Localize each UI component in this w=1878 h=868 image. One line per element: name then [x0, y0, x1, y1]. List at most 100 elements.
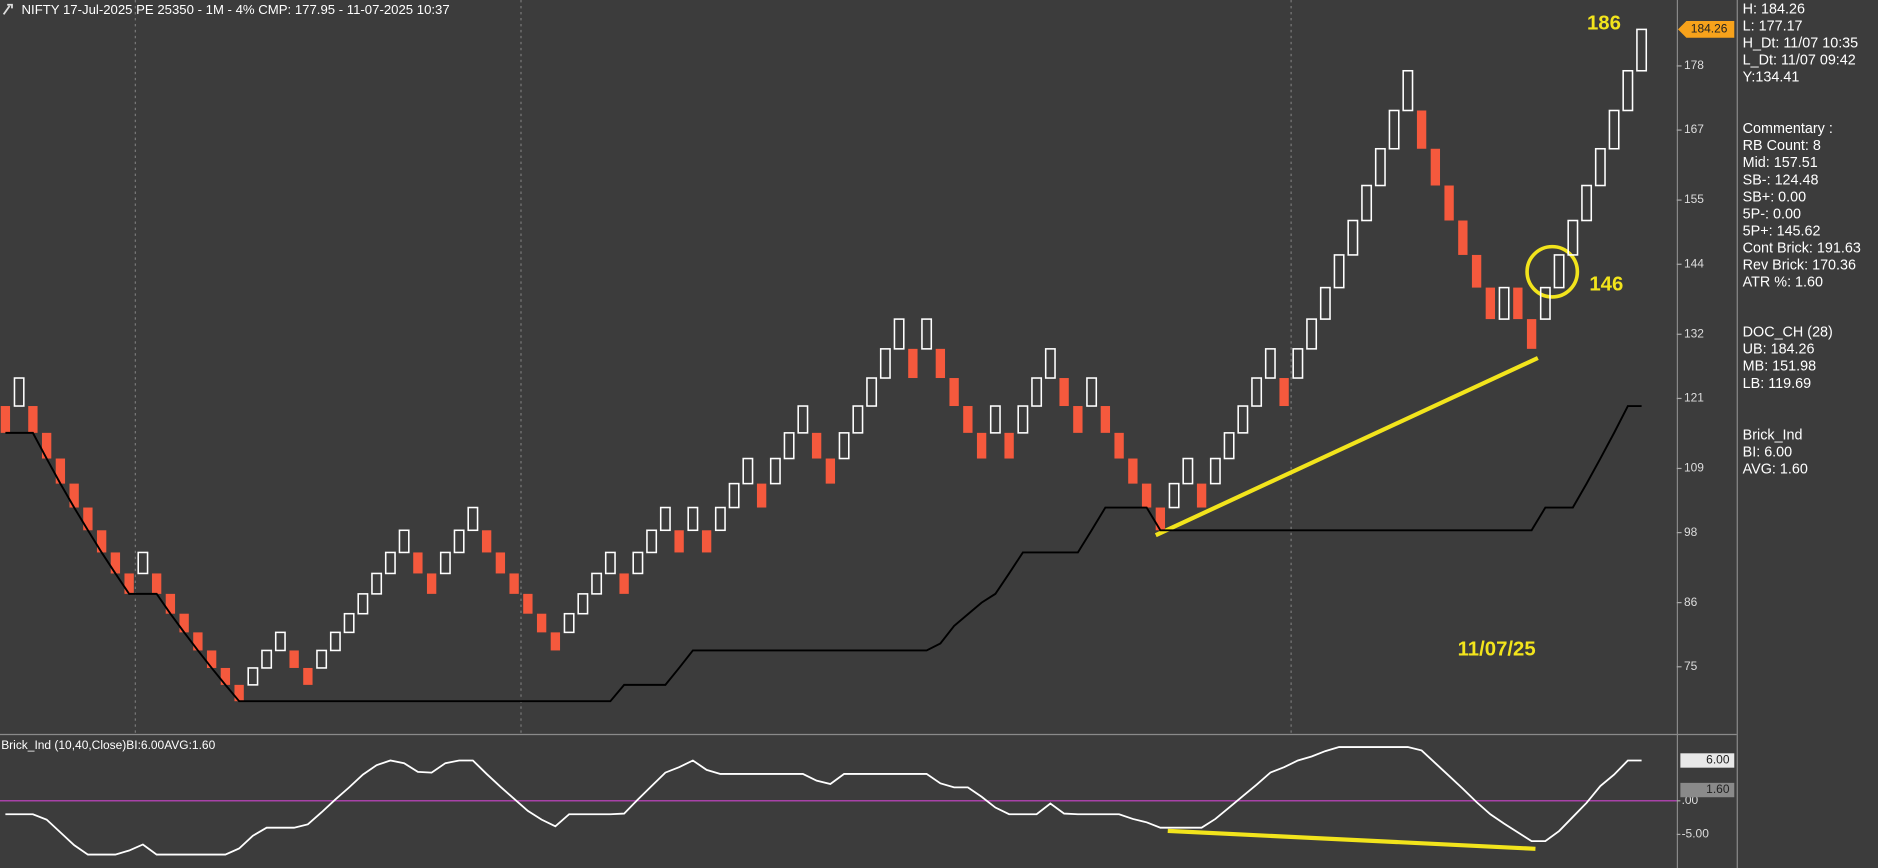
- down-brick: [1458, 220, 1468, 255]
- up-brick: [439, 551, 451, 575]
- up-brick: [343, 612, 355, 634]
- up-brick: [1333, 254, 1345, 289]
- annotation: 186: [1587, 12, 1621, 34]
- up-brick: [921, 318, 933, 350]
- down-brick: [110, 552, 121, 574]
- up-brick: [577, 593, 589, 615]
- info-line: 5P+: 145.62: [1743, 223, 1821, 239]
- down-brick: [165, 593, 176, 614]
- down-brick: [1141, 483, 1152, 508]
- y-tick-label: 121: [1684, 391, 1704, 405]
- up-brick: [329, 631, 341, 652]
- up-brick: [659, 506, 671, 532]
- down-brick: [1471, 254, 1482, 288]
- up-brick: [1608, 109, 1620, 150]
- up-brick: [1168, 482, 1180, 509]
- up-brick: [1567, 219, 1579, 256]
- down-brick: [179, 613, 189, 633]
- info-line: 5P-: 0.00: [1743, 206, 1801, 222]
- down-brick: [523, 593, 533, 614]
- line-series: [5, 746, 1642, 856]
- up-brick: [1319, 286, 1331, 320]
- up-brick: [316, 649, 328, 669]
- up-brick: [1264, 348, 1276, 379]
- up-brick: [1237, 405, 1249, 434]
- info-line: L_Dt: 11/07 09:42: [1743, 53, 1856, 69]
- down-brick: [426, 573, 437, 594]
- up-brick: [714, 506, 726, 532]
- y-tick-label: 75: [1684, 659, 1698, 673]
- down-brick: [1073, 406, 1083, 433]
- down-brick: [1004, 432, 1014, 459]
- y-tick-label: 167: [1684, 122, 1704, 136]
- value-marker: [1680, 753, 1735, 768]
- up-brick: [1388, 109, 1400, 150]
- up-brick: [137, 551, 149, 575]
- up-brick: [1223, 432, 1235, 460]
- info-line: SB+: 0.00: [1743, 189, 1806, 205]
- down-brick: [550, 632, 561, 651]
- up-brick: [1498, 286, 1510, 320]
- up-brick: [879, 348, 891, 379]
- info-line: ATR %: 1.60: [1743, 275, 1823, 291]
- down-brick: [1196, 483, 1207, 508]
- up-brick: [687, 506, 699, 532]
- down-brick: [1430, 148, 1441, 186]
- up-brick: [1251, 377, 1263, 407]
- value-marker-label: 6.00: [1706, 753, 1730, 767]
- up-brick: [1402, 69, 1414, 112]
- up-brick: [384, 551, 396, 575]
- down-brick: [619, 573, 629, 594]
- up-brick: [1182, 457, 1194, 485]
- down-brick: [151, 573, 162, 594]
- up-brick: [371, 572, 383, 595]
- down-brick: [1059, 378, 1069, 407]
- down-brick: [1485, 287, 1496, 320]
- up-brick: [1292, 348, 1304, 379]
- up-brick: [1622, 69, 1634, 112]
- up-brick: [1581, 184, 1593, 222]
- up-brick: [1044, 348, 1056, 379]
- down-brick: [963, 406, 973, 433]
- up-brick: [1347, 219, 1359, 256]
- up-brick: [1636, 28, 1648, 72]
- info-line: UB: 184.26: [1743, 342, 1815, 358]
- down-brick: [303, 667, 313, 685]
- up-brick: [1086, 377, 1098, 407]
- up-brick: [261, 649, 273, 669]
- down-brick: [28, 406, 38, 433]
- down-brick: [1100, 406, 1111, 433]
- down-brick: [756, 483, 767, 508]
- down-brick: [674, 530, 684, 553]
- up-brick: [1031, 377, 1043, 407]
- info-line: H_Dt: 11/07 10:35: [1743, 35, 1859, 51]
- up-brick: [563, 612, 575, 634]
- down-brick: [69, 483, 79, 508]
- annotation: 146: [1589, 273, 1623, 295]
- up-brick: [1209, 457, 1221, 485]
- down-brick: [1513, 287, 1523, 320]
- down-brick: [234, 684, 244, 702]
- value-marker: [1680, 782, 1735, 798]
- info-line: Brick_Ind: [1743, 428, 1803, 444]
- info-line: H: 184.26: [1743, 1, 1805, 17]
- y-tick-label: 86: [1684, 595, 1698, 609]
- up-brick: [989, 405, 1001, 434]
- price-marker-label: 184.26: [1691, 22, 1728, 36]
- down-brick: [96, 530, 107, 553]
- y-tick-label: 155: [1684, 192, 1704, 206]
- up-brick: [1553, 254, 1565, 289]
- info-line: MB: 151.98: [1743, 359, 1816, 375]
- down-brick: [413, 552, 423, 574]
- down-brick: [83, 507, 93, 531]
- up-brick: [728, 482, 740, 509]
- up-brick: [1539, 286, 1551, 320]
- down-brick: [935, 348, 946, 379]
- chart-title: NIFTY 17-Jul-2025 PE 25350 - 1M - 4% CMP…: [22, 2, 450, 17]
- up-brick: [783, 432, 795, 460]
- y-tick-label: -5.00: [1682, 827, 1710, 841]
- info-line: BI: 6.00: [1743, 445, 1793, 461]
- down-brick: [1444, 185, 1454, 221]
